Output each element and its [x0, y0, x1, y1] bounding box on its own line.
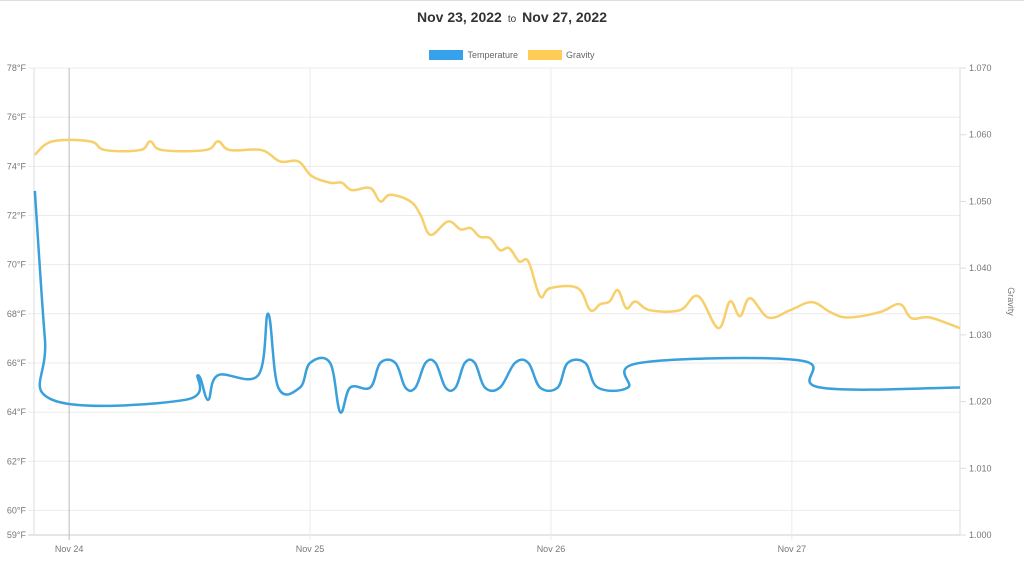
y-left-tick-label: 59°F	[7, 530, 27, 540]
legend-item-gravity[interactable]: Gravity	[528, 50, 595, 60]
y-left-tick-label: 64°F	[7, 407, 27, 417]
legend: Temperature Gravity	[0, 50, 1024, 60]
legend-swatch-gravity	[528, 50, 562, 60]
end-date: Nov 27, 2022	[522, 9, 608, 25]
y-right-tick-label: 1.000	[969, 530, 992, 540]
start-date: Nov 23, 2022	[416, 9, 502, 25]
y-left-tick-label: 66°F	[7, 358, 27, 368]
y-right-tick-label: 1.030	[969, 330, 992, 340]
x-tick-label: Nov 26	[537, 544, 566, 554]
y-right-tick-label: 1.050	[969, 196, 992, 206]
legend-swatch-temperature	[429, 50, 464, 60]
legend-item-temperature[interactable]: Temperature	[429, 50, 518, 60]
legend-label-temperature: Temperature	[467, 50, 518, 60]
y-right-tick-label: 1.040	[969, 263, 992, 273]
x-tick-label: Nov 24	[55, 544, 84, 554]
top-border	[0, 0, 1024, 1]
series-line-gravity	[33, 138, 961, 330]
x-tick-label: Nov 27	[778, 544, 807, 554]
y-left-tick-label: 62°F	[7, 456, 27, 466]
y-left-tick-label: 68°F	[7, 309, 27, 319]
legend-label-gravity: Gravity	[566, 50, 595, 60]
x-tick-label: Nov 25	[296, 544, 325, 554]
y-left-tick-label: 60°F	[7, 505, 27, 515]
y-left-tick-label: 72°F	[7, 210, 27, 220]
y-right-tick-label: 1.070	[969, 63, 992, 73]
y-left-tick-label: 78°F	[7, 63, 27, 73]
series-line-temperature	[33, 190, 961, 414]
to-label: to	[507, 14, 517, 25]
y-right-tick-label: 1.010	[969, 463, 992, 473]
y-right-tick-label: 1.060	[969, 130, 992, 140]
y-left-tick-label: 76°F	[7, 112, 27, 122]
y-left-tick-label: 74°F	[7, 161, 27, 171]
date-range-title: Nov 23, 2022 to Nov 27, 2022	[0, 9, 1024, 27]
y-right-axis-title: Gravity	[1006, 287, 1016, 316]
y-left-tick-label: 70°F	[7, 260, 27, 270]
y-right-tick-label: 1.020	[969, 397, 992, 407]
